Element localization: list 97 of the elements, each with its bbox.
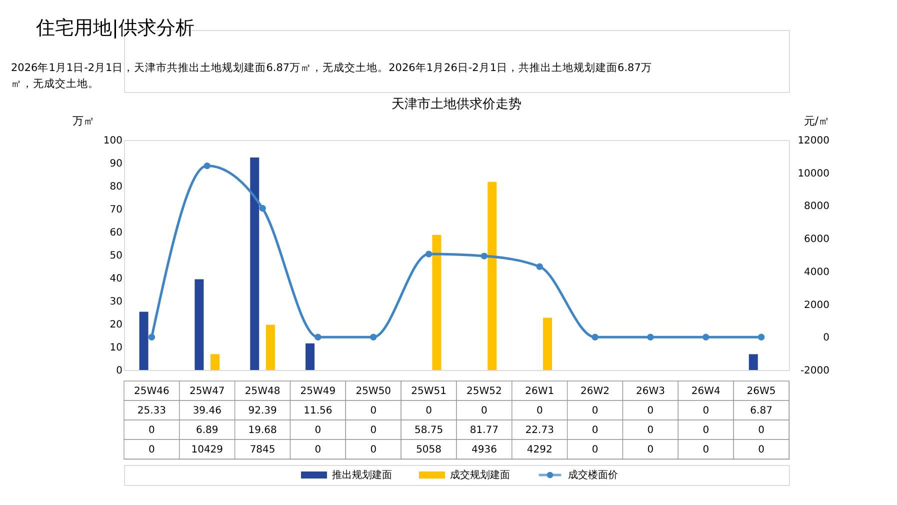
data-label: 0 <box>592 405 598 416</box>
y-tick-label: 50 <box>110 250 122 262</box>
data-label: 0 <box>702 444 710 456</box>
data-label: 10429 <box>191 444 224 456</box>
data-label: 0 <box>481 405 488 416</box>
bar <box>543 318 552 370</box>
x-tick-label: 25W46 <box>134 386 170 397</box>
point <box>647 334 654 340</box>
bar <box>139 312 148 370</box>
data-label: 0 <box>758 424 764 436</box>
data-label: 5058 <box>416 444 442 456</box>
data-label: 19.68 <box>248 424 277 436</box>
data-label: 81.77 <box>470 424 499 436</box>
data-label: 0 <box>148 444 155 456</box>
y-tick-label: 60 <box>110 228 122 238</box>
x-tick-label: 26W1 <box>525 386 554 397</box>
data-label: 0 <box>647 444 654 456</box>
x-tick-label: 25W51 <box>411 386 446 397</box>
data-label: 7845 <box>250 444 276 456</box>
y-tick-label: 30 <box>110 296 122 308</box>
data-label: 6.89 <box>196 424 218 436</box>
data-label: 22.73 <box>525 424 554 436</box>
data-label: 0 <box>370 405 377 416</box>
y-tick-label: 80 <box>110 182 122 192</box>
point <box>259 204 266 212</box>
bar <box>488 182 497 370</box>
data-label: 0 <box>426 405 432 416</box>
data-label: 0 <box>647 424 654 436</box>
data-label: 0 <box>592 444 598 456</box>
y2-tick-label: 8000 <box>804 201 830 212</box>
data-label: 4936 <box>471 444 497 456</box>
x-tick-label: 25W50 <box>356 386 392 397</box>
data-label: 11.56 <box>304 405 332 416</box>
point <box>536 263 543 270</box>
data-label: 6.87 <box>750 405 772 416</box>
y2-tick-label: -2000 <box>800 366 830 376</box>
y2-tick-label: 4000 <box>804 266 830 278</box>
x-tick-label: 25W49 <box>300 386 336 397</box>
x-tick-label: 26W3 <box>636 386 665 397</box>
data-label: 92.39 <box>248 405 277 416</box>
data-label: 39.46 <box>192 405 222 416</box>
data-label: 0 <box>370 424 377 436</box>
bar <box>210 354 220 370</box>
bar <box>306 343 315 370</box>
y-tick-label: 100 <box>103 136 122 146</box>
data-label: 0 <box>592 424 598 436</box>
data-label: 58.75 <box>414 424 444 436</box>
bar <box>266 324 275 370</box>
bar <box>194 279 204 370</box>
y2-axis-title: 元/㎡ <box>804 114 830 128</box>
point <box>592 334 598 340</box>
y2-tick-label: 0 <box>823 332 830 344</box>
legend-label: 成交楼面价 <box>568 469 618 481</box>
y-tick-label: 90 <box>110 158 122 170</box>
point <box>702 334 710 340</box>
y-axis-title: 万㎡ <box>72 114 94 128</box>
legend-label: 推出规划建面 <box>332 469 392 481</box>
data-label: 0 <box>702 424 710 436</box>
data-label: 0 <box>148 424 155 436</box>
data-label: 0 <box>314 444 322 456</box>
point <box>425 250 432 258</box>
x-tick-label: 25W52 <box>466 386 502 397</box>
text: 住宅用地|供求分析 <box>35 17 194 39</box>
data-label: 0 <box>370 444 377 456</box>
bar <box>250 158 260 370</box>
data-label: 0 <box>536 405 543 416</box>
data-label: 25.33 <box>137 405 166 416</box>
y-tick-label: 10 <box>110 342 122 354</box>
data-label: 0 <box>702 405 710 416</box>
y2-tick-label: 6000 <box>804 234 830 246</box>
x-tick-label: 25W48 <box>244 386 280 397</box>
bar <box>748 354 758 370</box>
y2-tick-label: 10000 <box>798 168 830 180</box>
data-label: 0 <box>647 405 654 416</box>
y2-tick-label: 12000 <box>798 136 830 146</box>
text: 2026年1月1日-2月1日，天津市共推出土地规划建面6.87万㎡，无成交土地。2026年1月26日-2月1日，共推出土地规划建面6.87万㎡，无成交土地。 <box>11 61 652 90</box>
point <box>758 334 765 340</box>
y2-tick-label: 2000 <box>804 300 830 311</box>
x-tick-label: 26W5 <box>746 386 776 397</box>
y-tick-label: 20 <box>110 320 122 330</box>
bar <box>432 234 442 370</box>
y-tick-label: 70 <box>110 204 122 216</box>
y-tick-label: 40 <box>110 274 122 284</box>
point <box>314 334 322 340</box>
point <box>148 334 156 340</box>
y-tick-label: 0 <box>116 366 122 376</box>
point <box>370 334 377 340</box>
point <box>480 252 488 260</box>
chart-title: 天津市土地供求价走势 <box>392 97 522 112</box>
point <box>204 162 210 170</box>
legend-label: 成交规划建面 <box>450 469 510 481</box>
data-label: 0 <box>758 444 764 456</box>
x-tick-label: 26W2 <box>580 386 610 397</box>
x-tick-label: 25W47 <box>189 386 225 397</box>
data-label: 4292 <box>526 444 552 456</box>
data-label: 0 <box>314 424 322 436</box>
x-tick-label: 26W4 <box>691 386 720 397</box>
